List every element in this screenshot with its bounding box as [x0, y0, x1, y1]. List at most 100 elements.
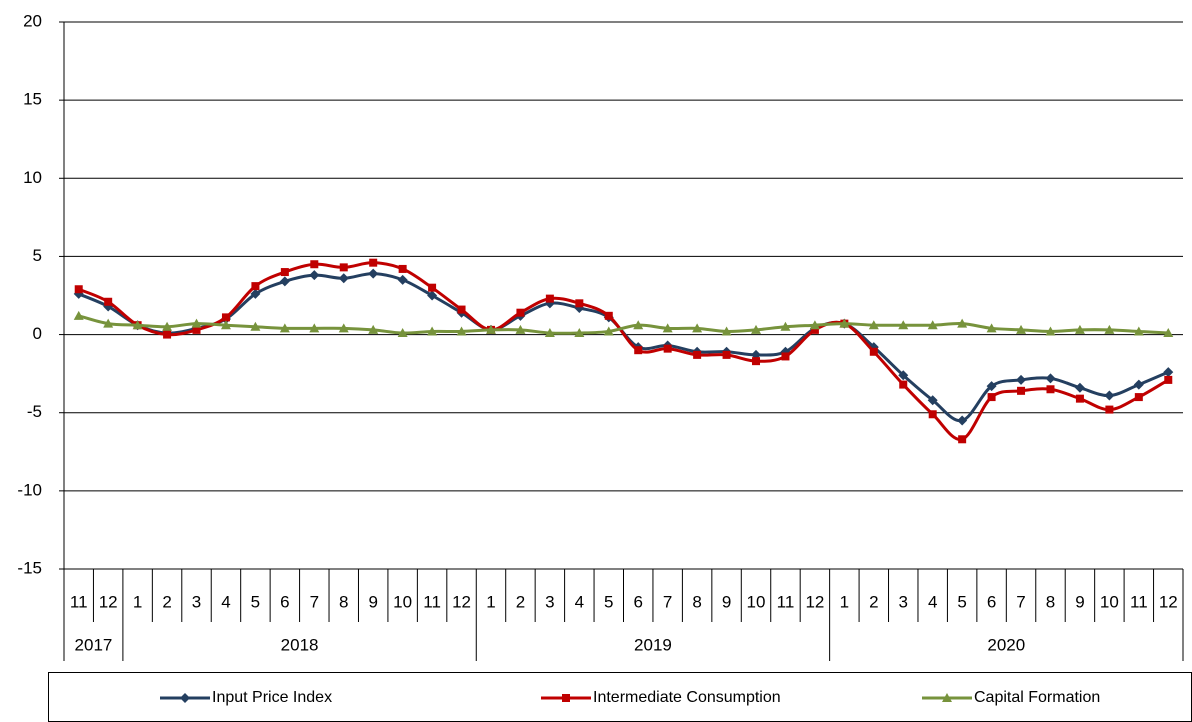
marker [869, 347, 878, 356]
marker [662, 323, 673, 333]
marker [457, 305, 466, 314]
x-tick-label: 5 [957, 592, 966, 611]
marker [722, 350, 731, 359]
marker [456, 326, 467, 336]
marker [1016, 374, 1027, 385]
x-tick-label: 6 [987, 592, 996, 611]
marker [839, 318, 850, 328]
marker [279, 276, 290, 287]
marker [309, 270, 320, 281]
marker [309, 323, 320, 333]
marker [310, 260, 319, 269]
marker [192, 325, 201, 334]
series-line [78, 272, 1169, 423]
marker [899, 380, 908, 389]
marker [898, 370, 909, 381]
x-tick-label: 6 [280, 592, 289, 611]
marker [279, 323, 290, 333]
x-tick-label: 11 [423, 592, 441, 611]
marker [191, 318, 202, 328]
x-tick-label: 9 [722, 592, 731, 611]
marker [810, 325, 819, 334]
marker [603, 326, 614, 336]
year-label: 2018 [281, 635, 319, 654]
marker [781, 352, 790, 361]
marker [721, 326, 732, 336]
x-tick-label: 11 [1130, 592, 1148, 611]
x-tick-label: 11 [70, 592, 88, 611]
marker [927, 395, 938, 406]
marker [1075, 394, 1084, 403]
marker [1133, 326, 1144, 336]
marker [986, 323, 997, 333]
marker [544, 328, 555, 338]
legend-marker [180, 693, 190, 703]
x-tick-label: 2 [869, 592, 878, 611]
marker [1016, 324, 1027, 334]
marker [427, 326, 438, 336]
marker [1074, 382, 1085, 393]
marker [280, 268, 289, 277]
legend-label: Intermediate Consumption [593, 689, 781, 706]
marker [74, 285, 83, 294]
x-tick-label: 6 [633, 592, 642, 611]
marker [104, 297, 113, 306]
marker [1134, 393, 1143, 402]
year-label: 2020 [987, 635, 1025, 654]
marker [339, 263, 348, 272]
marker [868, 320, 879, 330]
marker [633, 320, 644, 330]
marker [751, 324, 762, 334]
marker [338, 273, 349, 284]
x-tick-label: 12 [805, 592, 824, 611]
marker [1104, 390, 1115, 401]
marker [73, 310, 84, 320]
marker [663, 344, 672, 353]
x-tick-label: 9 [1075, 592, 1084, 611]
marker [427, 290, 438, 301]
marker [220, 320, 231, 330]
marker [1074, 324, 1085, 334]
marker [368, 324, 379, 334]
x-tick-label: 10 [747, 592, 766, 611]
marker [103, 318, 114, 328]
marker [516, 308, 525, 317]
x-tick-label: 1 [133, 592, 142, 611]
marker [958, 435, 967, 444]
marker [1017, 386, 1026, 395]
x-tick-label: 4 [575, 592, 584, 611]
marker [397, 328, 408, 338]
year-label: 2017 [75, 635, 113, 654]
marker [515, 324, 526, 334]
marker [545, 294, 554, 303]
marker [162, 321, 173, 331]
x-tick-label: 10 [1100, 592, 1119, 611]
marker [927, 320, 938, 330]
marker [250, 321, 261, 331]
marker [1046, 385, 1055, 394]
marker [485, 324, 496, 334]
marker [693, 350, 702, 359]
marker [987, 393, 996, 402]
marker [1045, 373, 1056, 384]
y-tick-label: 15 [23, 90, 42, 109]
marker [221, 313, 230, 322]
marker [428, 283, 437, 292]
marker [1045, 326, 1056, 336]
marker [132, 320, 143, 330]
legend-label: Input Price Index [212, 689, 332, 706]
marker [398, 264, 407, 273]
marker [397, 274, 408, 285]
x-tick-label: 12 [99, 592, 118, 611]
x-tick-label: 7 [663, 592, 672, 611]
y-tick-label: 10 [23, 168, 42, 187]
x-tick-label: 9 [368, 592, 377, 611]
marker [1104, 324, 1115, 334]
marker [250, 288, 261, 299]
y-tick-label: -10 [17, 480, 42, 499]
marker [780, 321, 791, 331]
marker [251, 282, 260, 291]
marker [1163, 328, 1174, 338]
marker [634, 346, 643, 355]
